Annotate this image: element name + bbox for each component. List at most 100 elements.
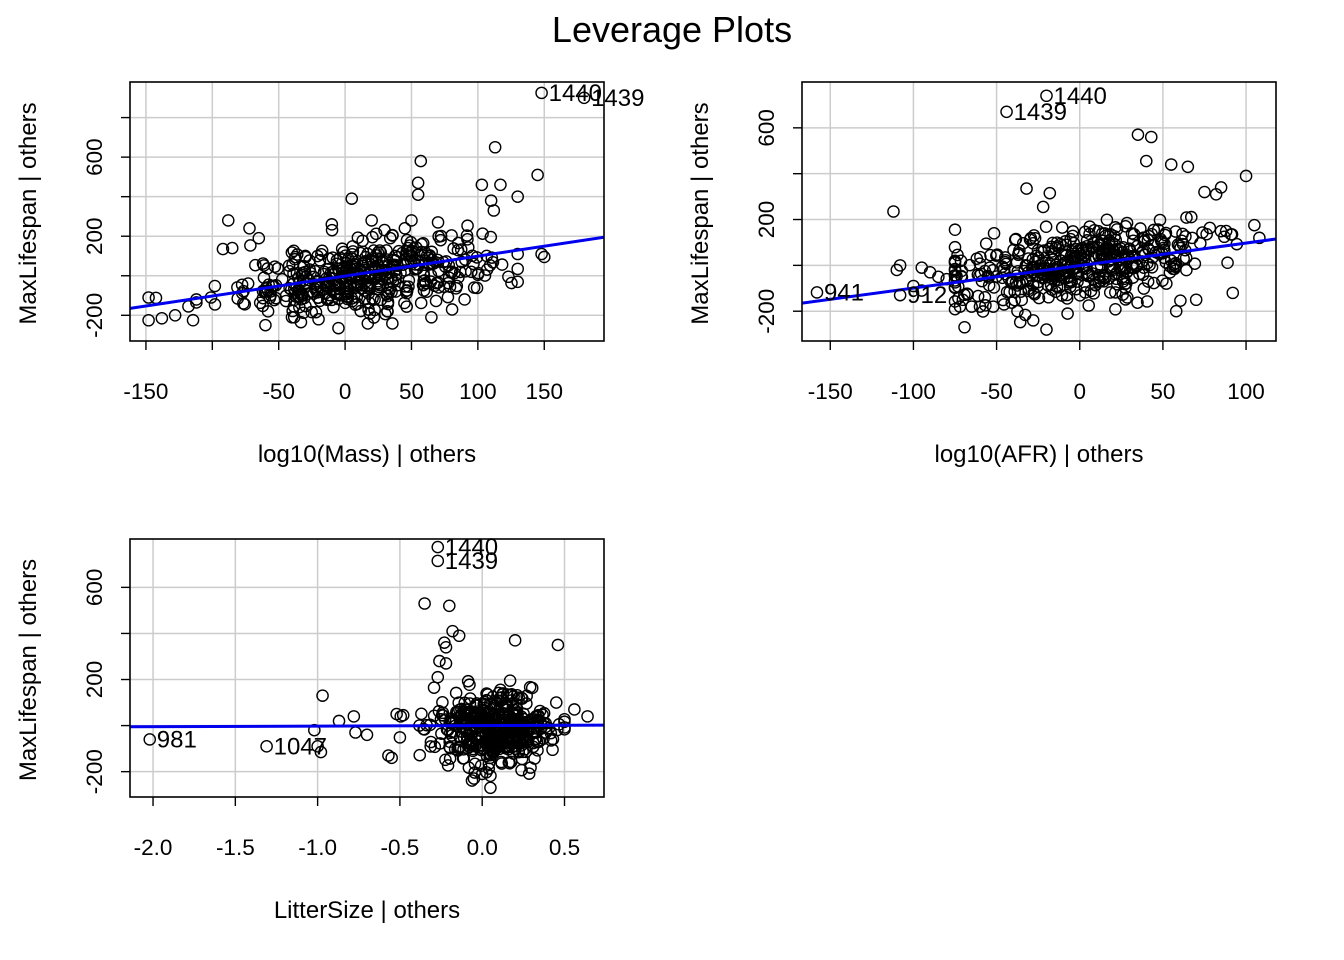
data-point <box>1083 227 1096 241</box>
data-point <box>503 756 516 770</box>
data-point <box>332 321 345 335</box>
data-point <box>1080 234 1094 247</box>
data-point <box>325 218 339 231</box>
data-point <box>386 228 399 242</box>
data-point <box>380 244 393 257</box>
data-point <box>252 231 266 245</box>
data-point <box>455 702 468 716</box>
x-tick-label: -1.0 <box>298 835 337 860</box>
data-point <box>425 310 438 324</box>
data-point <box>1045 240 1058 254</box>
data-point <box>1110 223 1124 236</box>
data-point <box>1137 282 1151 295</box>
data-point <box>312 312 325 326</box>
labeled-data-point <box>431 540 445 554</box>
y-tick-label: 600 <box>82 569 107 607</box>
data-point <box>429 294 443 308</box>
data-point <box>1059 249 1073 262</box>
data-point <box>470 281 484 295</box>
data-point <box>558 723 571 736</box>
data-point <box>1156 274 1169 287</box>
data-point <box>285 246 299 259</box>
data-point <box>396 708 410 722</box>
data-point <box>414 154 428 168</box>
data-point <box>544 726 558 740</box>
data-point <box>1219 224 1233 238</box>
data-point <box>1039 220 1053 234</box>
data-point <box>216 242 230 256</box>
data-point <box>1082 254 1096 268</box>
data-point <box>390 707 403 721</box>
data-point <box>1196 226 1209 239</box>
data-point <box>443 740 456 754</box>
data-point <box>434 233 447 247</box>
data-point <box>468 757 482 771</box>
data-point <box>1116 275 1130 288</box>
data-point <box>1019 273 1033 287</box>
data-point <box>271 262 285 275</box>
data-point <box>461 219 474 233</box>
data-point <box>442 599 456 613</box>
y-tick-label: 200 <box>82 661 107 699</box>
x-axis: -2.0 -1.5 -1.0 -0.5 0.0 0.5 <box>134 797 580 860</box>
data-point <box>488 140 502 154</box>
data-point <box>1164 158 1178 171</box>
data-point <box>1082 299 1096 312</box>
data-point <box>1087 287 1101 300</box>
data-point <box>465 710 479 724</box>
data-point <box>268 260 282 273</box>
data-point <box>408 263 422 276</box>
data-point <box>378 223 391 237</box>
data-point <box>1073 289 1087 302</box>
data-point <box>923 265 937 279</box>
data-point <box>499 696 512 710</box>
data-point <box>971 289 985 303</box>
data-point <box>1109 221 1122 234</box>
data-point <box>208 298 222 311</box>
y-tick-label: -200 <box>82 749 107 794</box>
data-point <box>431 670 445 684</box>
data-point <box>288 286 302 300</box>
data-point <box>1143 258 1156 272</box>
data-point <box>975 274 989 288</box>
data-point <box>1076 241 1090 255</box>
data-point <box>1226 286 1240 300</box>
y-tick-label: -200 <box>82 293 107 338</box>
data-point <box>932 270 945 284</box>
data-point <box>431 216 445 229</box>
grid-lines <box>130 539 604 797</box>
data-point <box>259 285 273 298</box>
data-point <box>286 304 299 318</box>
labeled-data-point <box>431 554 445 568</box>
data-point <box>1042 290 1055 304</box>
data-point <box>374 293 388 307</box>
data-point <box>411 188 425 201</box>
plot-frame <box>129 538 605 798</box>
data-point <box>1139 154 1153 168</box>
data-points <box>130 540 604 795</box>
data-point <box>1133 267 1146 281</box>
data-points <box>130 86 604 335</box>
data-point <box>986 300 1000 313</box>
data-point <box>1147 223 1161 237</box>
regression-line <box>130 723 604 729</box>
data-point <box>1189 293 1203 307</box>
data-point <box>1174 294 1187 307</box>
data-point <box>439 753 452 767</box>
data-point <box>510 706 524 719</box>
data-point <box>1155 235 1168 248</box>
data-point <box>398 222 412 235</box>
labeled-data-point <box>260 740 273 753</box>
data-point <box>368 293 381 306</box>
data-point <box>503 674 517 687</box>
data-point <box>356 259 370 273</box>
x-tick-label: 100 <box>459 379 497 404</box>
data-point <box>1140 295 1154 308</box>
data-point <box>524 761 537 774</box>
data-point <box>495 757 509 770</box>
y-axis-label: MaxLifespan | others <box>15 559 42 781</box>
data-point <box>1011 265 1025 278</box>
data-point <box>369 227 383 241</box>
labeled-data-point <box>893 288 907 302</box>
